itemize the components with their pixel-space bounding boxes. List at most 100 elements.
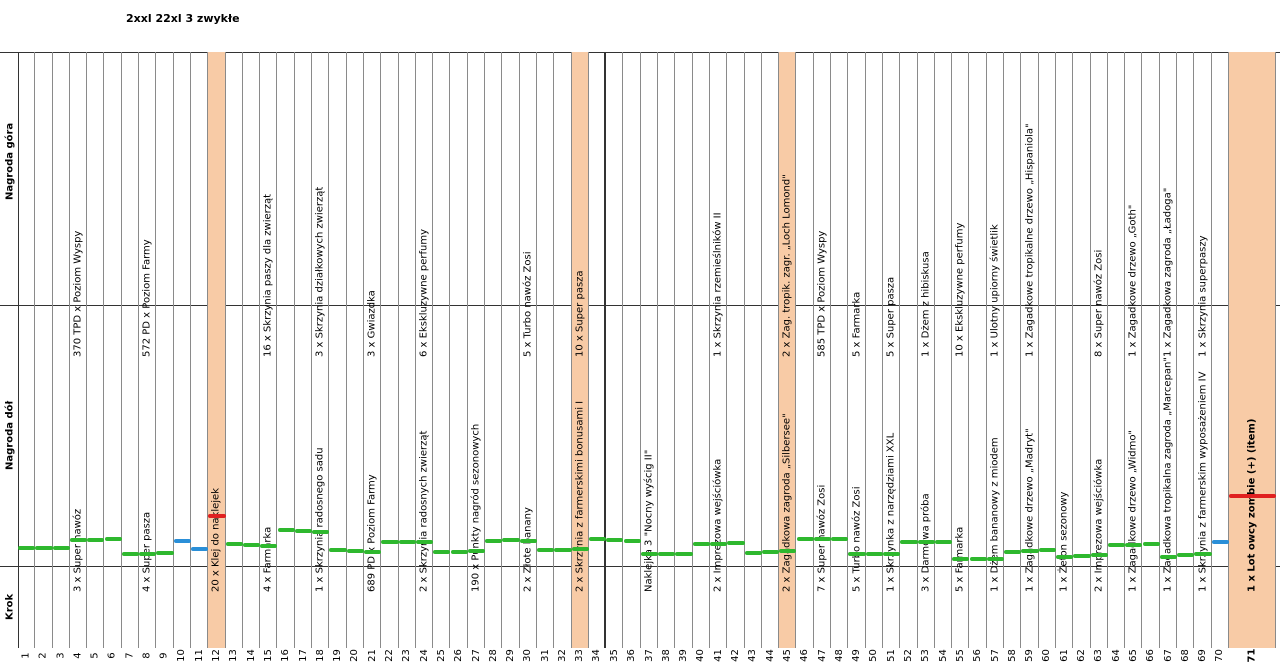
reward-bottom-label: 2 x Skrzynia z farmerskimi bonusami I xyxy=(574,400,586,592)
step-column-38: 38 xyxy=(658,52,676,662)
progress-mark xyxy=(710,542,728,546)
step-number: 14 xyxy=(245,649,257,662)
progress-mark xyxy=(1211,540,1229,544)
progress-mark xyxy=(779,549,797,553)
step-number: 65 xyxy=(1127,649,1139,662)
progress-mark xyxy=(104,537,122,541)
step-number: 36 xyxy=(626,649,638,662)
reward-bottom-label: 2 x Imprezowa wejściówka xyxy=(712,458,724,592)
step-number: 64 xyxy=(1110,649,1122,662)
step-column-32: 32 xyxy=(554,52,572,662)
reward-top-label: 3 x Gwiazdka xyxy=(366,290,378,357)
step-number: 17 xyxy=(297,649,309,662)
step-number: 23 xyxy=(401,649,413,662)
reward-bottom-label: 1 x Żeton sezonowy xyxy=(1058,491,1070,592)
step-column-60: 60 xyxy=(1039,52,1056,662)
progress-mark xyxy=(346,549,364,553)
reward-top-label: 16 x Skrzynia paszy dla zwierząt xyxy=(262,193,274,357)
reward-top-label: 1 x Dżem z hibiskusa xyxy=(920,251,932,357)
step-number: 45 xyxy=(781,649,793,662)
progress-mark xyxy=(312,530,330,534)
row-label-bottom: Nagroda dół xyxy=(4,400,16,470)
step-column-69: 1 x Skrzynia superpaszy 1 x Skrzynia z fa… xyxy=(1194,52,1212,662)
row-label-top: Nagroda góra xyxy=(4,122,16,200)
step-number: 60 xyxy=(1041,649,1053,662)
step-column-61: 1 x Żeton sezonowy 61 xyxy=(1056,52,1074,662)
step-column-24: 6 x Ekskluzywne perfumy 2 x Skrzynia rado… xyxy=(416,52,434,662)
grid-line-left xyxy=(18,52,19,648)
step-column-29: 29 xyxy=(502,52,520,662)
step-column-44: 44 xyxy=(762,52,780,662)
reward-top-label: 1 x Zagadkowa zagroda „Ładoga" xyxy=(1162,187,1174,357)
step-column-3: 3 xyxy=(53,52,70,659)
step-number: 70 xyxy=(1214,649,1226,662)
progress-mark xyxy=(191,547,209,551)
reward-top-label: 1 x Ulotny upiorny świetlik xyxy=(989,224,1001,357)
reward-bottom-label: 1 x Lot owcy zombie (+) (item) xyxy=(1246,418,1258,592)
progress-mark xyxy=(18,546,36,550)
step-number: 55 xyxy=(954,649,966,662)
reward-top-label: 1 x Skrzynia rzemieślników II xyxy=(712,212,724,357)
step-column-30: 5 x Turbo nawóz Zosi 2 x Złote banany 30 xyxy=(520,52,537,662)
step-column-25: 25 xyxy=(433,52,451,662)
step-column-39: 39 xyxy=(675,52,693,662)
progress-mark xyxy=(329,548,347,552)
progress-mark xyxy=(1090,553,1108,557)
step-number: 26 xyxy=(453,649,465,662)
step-column-21: 3 x Gwiazdka 689 PD x Poziom Farmy 21 xyxy=(364,52,382,662)
step-number: 35 xyxy=(608,649,620,662)
step-column-14: 14 xyxy=(243,52,261,662)
progress-mark xyxy=(87,538,105,542)
progress-mark xyxy=(796,537,814,541)
step-column-71: 1 x Lot owcy zombie (+) (item) 71 xyxy=(1229,52,1276,662)
step-number: 50 xyxy=(868,649,880,662)
step-number: 29 xyxy=(505,649,517,662)
progress-mark xyxy=(727,541,745,545)
progress-mark xyxy=(952,557,970,561)
progress-mark xyxy=(554,548,572,552)
reward-top-label: 5 x Super pasza xyxy=(885,276,897,357)
step-number: 38 xyxy=(660,649,672,662)
step-column-13: 13 xyxy=(226,52,243,662)
reward-bottom-label: 1 x Skrzynia radosnego sadu xyxy=(314,447,326,592)
step-column-46: 46 xyxy=(797,52,814,662)
reward-bottom-label: 1 x Zagadkowe drzewo „Widmo" xyxy=(1127,429,1139,592)
step-column-51: 5 x Super pasza 1 x Skrzynka z narzędziam… xyxy=(883,52,901,662)
step-number: 10 xyxy=(176,649,188,662)
row-label-step: Krok xyxy=(4,593,16,620)
progress-mark xyxy=(986,557,1005,561)
progress-mark xyxy=(69,538,88,542)
step-column-42: 42 xyxy=(727,52,745,662)
step-column-43: 43 xyxy=(745,52,762,662)
step-column-45: 2 x Zag. tropik. zagr. „Loch Lomond" 2 x … xyxy=(779,52,797,662)
reward-bottom-label: 3 x Super nawóz xyxy=(72,508,84,592)
step-column-52: 52 xyxy=(900,52,918,662)
step-column-54: 54 xyxy=(935,52,953,662)
reward-top-label: 5 x Farmarka xyxy=(851,291,863,357)
step-column-1: 1 xyxy=(18,52,36,659)
progress-mark xyxy=(640,552,659,556)
step-column-9: 9 xyxy=(156,52,174,659)
progress-mark xyxy=(450,550,468,554)
step-number: 61 xyxy=(1058,649,1070,662)
progress-mark xyxy=(52,546,70,550)
step-column-10: 10 xyxy=(174,52,191,662)
step-column-26: 26 xyxy=(451,52,468,662)
reward-track-sheet: Nagroda góra Nagroda dół Krok 1 2 3 370 TPD… xyxy=(0,52,1280,662)
step-column-4: 370 TPD x Poziom Wyspy 3 x Super nawóz 4 xyxy=(70,52,88,659)
progress-mark xyxy=(1125,543,1143,547)
progress-mark xyxy=(415,540,434,544)
reward-bottom-label: 1 x Skrzynka z narzędziami XXL xyxy=(885,432,897,592)
step-number: 44 xyxy=(764,649,776,662)
step-number: 27 xyxy=(470,649,482,662)
progress-mark xyxy=(606,538,624,542)
progress-mark xyxy=(364,550,382,554)
step-column-5: 5 xyxy=(87,52,105,659)
step-number: 56 xyxy=(972,649,984,662)
progress-mark xyxy=(519,539,537,543)
progress-mark xyxy=(277,528,295,532)
step-column-49: 5 x Farmarka 5 x Turbo nawóz Zosi 49 xyxy=(848,52,866,662)
step-number: 43 xyxy=(747,649,759,662)
reward-top-label: 370 TPD x Poziom Wyspy xyxy=(72,230,84,357)
